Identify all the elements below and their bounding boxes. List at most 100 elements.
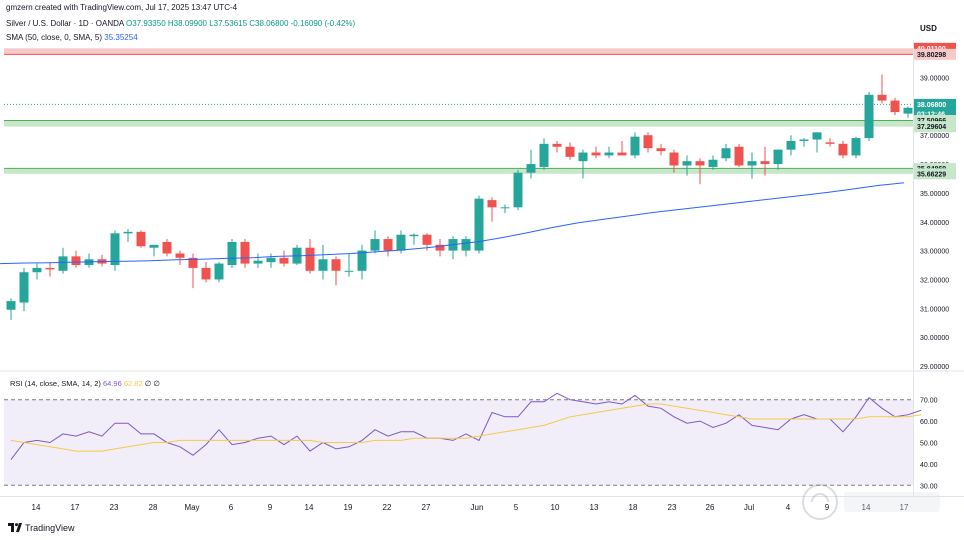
candle-body — [19, 272, 29, 303]
candle-body — [201, 267, 211, 280]
time-tick-label: 9 — [825, 503, 830, 512]
time-tick-label: May — [184, 503, 199, 512]
current-price-badge: 38.06800 03:12:46 — [914, 98, 956, 120]
rsi-value: 64.96 — [102, 379, 122, 388]
rsi-tick-label: 50.00 — [920, 441, 938, 448]
candle-body — [396, 234, 406, 251]
candle-body — [552, 143, 562, 147]
symbol-title[interactable]: Silver / U.S. Dollar · 1D · OANDA — [6, 19, 124, 28]
candle-body — [565, 146, 575, 157]
candle-body — [734, 146, 744, 166]
candle-body — [227, 241, 237, 266]
symbol-info: Silver / U.S. Dollar · 1D · OANDA O37.93… — [6, 19, 355, 28]
candle — [552, 140, 562, 153]
candle — [812, 132, 822, 153]
candle-body — [526, 164, 536, 173]
candle — [734, 143, 744, 167]
sma-label: SMA (50, close, 0, SMA, 5) — [6, 33, 103, 42]
candle-body — [773, 149, 783, 165]
time-tick-label: Jul — [744, 503, 754, 512]
candle — [214, 262, 224, 283]
candle-body — [136, 231, 146, 247]
price-tick-label: 32.00000 — [920, 277, 949, 284]
candle-body — [604, 152, 614, 156]
sma-legend[interactable]: SMA (50, close, 0, SMA, 5) 35.35254 — [6, 33, 138, 42]
candle — [331, 256, 341, 286]
candle-body — [318, 259, 328, 271]
candle — [578, 149, 588, 179]
candle-body — [474, 198, 484, 251]
candle — [591, 146, 601, 159]
price-tick-label: 29.00000 — [920, 364, 949, 371]
candle — [6, 298, 16, 320]
candle-body — [760, 161, 770, 165]
candle — [656, 143, 666, 156]
candle — [162, 239, 172, 257]
rsi-line — [10, 392, 922, 460]
candle-body — [656, 148, 666, 152]
tradingview-brand[interactable]: TradingView — [8, 523, 75, 533]
candle — [695, 158, 705, 185]
time-tick-label: 9 — [268, 503, 273, 512]
candle — [240, 239, 250, 268]
candle — [435, 239, 445, 257]
support1-bottom-badge-text: 37.29604 — [917, 124, 946, 131]
candle — [58, 247, 68, 274]
candle-body — [188, 257, 198, 268]
currency-label[interactable]: USD — [920, 24, 937, 33]
candle-body — [851, 138, 861, 156]
candle — [409, 233, 419, 245]
candle-body — [747, 161, 757, 166]
price-tick-label: 34.00000 — [920, 220, 949, 227]
price-tick-label: 31.00000 — [920, 306, 949, 313]
candle — [318, 244, 328, 280]
support-zone-1 — [4, 120, 913, 127]
candle-body — [266, 257, 276, 263]
candle — [565, 142, 575, 160]
candle — [19, 267, 29, 312]
support-zone-2 — [4, 168, 913, 174]
time-tick-label: Jun — [471, 503, 484, 512]
candle-body — [461, 239, 471, 251]
candle — [279, 250, 289, 267]
price-tick-label: 30.00000 — [920, 335, 949, 342]
candle-body — [110, 233, 120, 266]
candle-body — [6, 301, 16, 310]
rsi-tick-label: 40.00 — [920, 462, 938, 469]
watermark-logo-icon — [802, 484, 940, 520]
candle — [773, 149, 783, 170]
candle-body — [383, 239, 393, 251]
candle — [864, 91, 874, 141]
candle-body — [123, 231, 133, 234]
brand-label: TradingView — [25, 523, 75, 533]
ohlc-values: O37.93350 H38.09900 L37.53615 C38.06800 … — [126, 19, 356, 28]
credit-line: gmzern created with TradingView.com, Jul… — [6, 3, 238, 12]
candle-body — [71, 256, 81, 266]
candle-body — [812, 132, 822, 140]
candle-body — [903, 107, 913, 114]
time-tick-label: 17 — [900, 503, 909, 512]
candle — [188, 253, 198, 289]
candle — [630, 132, 640, 159]
candle-body — [253, 260, 263, 264]
candle — [786, 135, 796, 156]
time-tick-label: 28 — [149, 503, 158, 512]
candle-body — [331, 259, 341, 271]
candle — [487, 197, 497, 222]
candle — [227, 239, 237, 268]
support1-top-badge-bg — [914, 115, 956, 127]
rsi-legend[interactable]: RSI (14, close, SMA, 14, 2) 64.96 62.82 … — [10, 379, 160, 388]
resistance-bottom-badge: 39.80298 — [914, 48, 956, 60]
candle-body — [864, 94, 874, 139]
candle-body — [305, 247, 315, 271]
candle — [500, 204, 510, 214]
candle — [97, 254, 107, 267]
candle-body — [695, 161, 705, 166]
candle-body — [435, 244, 445, 251]
time-tick-label: 13 — [590, 503, 599, 512]
support1-bottom-badge: 37.29604 — [914, 121, 956, 133]
current-price-badge-bg — [914, 98, 956, 120]
candle — [149, 244, 159, 257]
candle-body — [175, 253, 185, 258]
